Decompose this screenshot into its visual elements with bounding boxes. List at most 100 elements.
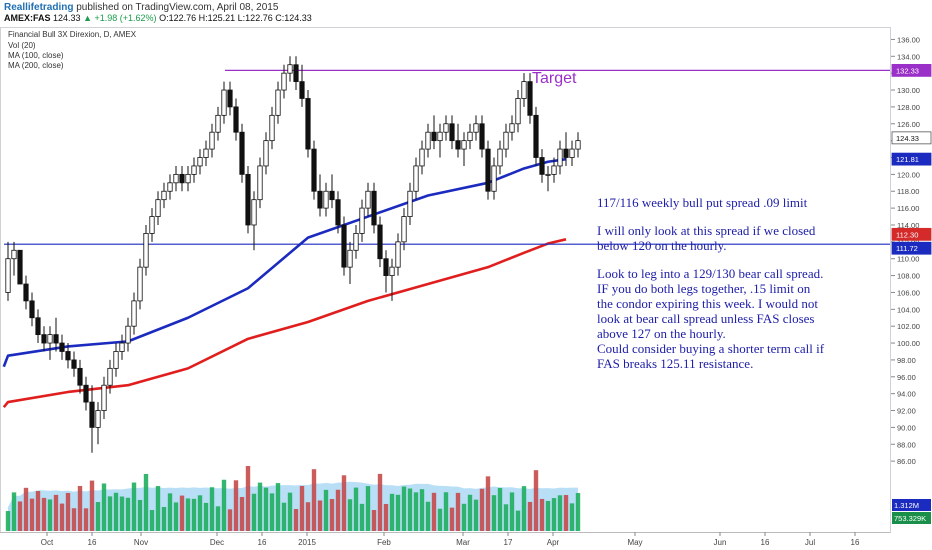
- candle-body: [167, 182, 173, 192]
- candle-body: [17, 249, 23, 285]
- volume-bar: [173, 502, 179, 531]
- candle-body: [419, 148, 425, 167]
- candle-body: [239, 131, 245, 175]
- candle-body: [209, 131, 215, 150]
- candle-body: [401, 216, 407, 243]
- candle-body: [413, 165, 419, 192]
- y-tick-label: 128.00: [897, 103, 920, 112]
- y-tick-label: 130.00: [897, 86, 920, 95]
- candle-body: [479, 123, 485, 150]
- volume-bar: [269, 493, 275, 531]
- volume-bar: [161, 506, 167, 531]
- candle-body: [515, 98, 521, 125]
- volume-bar: [497, 487, 503, 531]
- volume-bar: [491, 495, 497, 531]
- volume-bar: [335, 489, 341, 531]
- candle-body: [311, 148, 317, 192]
- candle-body: [557, 148, 563, 167]
- x-tick-label: Feb: [377, 538, 391, 547]
- volume-bar: [425, 501, 431, 531]
- y-tick-label: 98.00: [897, 356, 916, 365]
- volume-bar: [353, 487, 359, 531]
- volume-bar: [197, 495, 203, 531]
- candle-body: [89, 401, 95, 428]
- x-tick-label: Mar: [456, 538, 470, 547]
- candle-body: [101, 384, 107, 411]
- y-tick-label: 136.00: [897, 35, 920, 44]
- y-tick-label: 126.00: [897, 120, 920, 129]
- candle-body: [437, 131, 443, 142]
- ticker-bar: AMEX:FAS 124.33 ▲ +1.98 (+1.62%) O:122.7…: [4, 13, 312, 24]
- candle-body: [215, 114, 221, 133]
- legend-ma200: MA (200, close): [8, 61, 64, 70]
- candle-body: [527, 81, 533, 116]
- volume-bar: [551, 498, 557, 531]
- volume-bar: [275, 483, 281, 531]
- volume-bar: [443, 492, 449, 531]
- volume-bar: [479, 488, 485, 531]
- volume-bar: [383, 503, 389, 531]
- volume-bar: [53, 494, 59, 531]
- price-badge: [891, 152, 932, 166]
- volume-bar: [395, 494, 401, 531]
- ma200-line: [2, 238, 567, 408]
- x-tick-label: 16: [88, 538, 97, 547]
- note-para3-line6: Could consider buying a shorter term cal…: [597, 341, 825, 356]
- candle-body: [443, 123, 449, 133]
- candle-body: [551, 165, 557, 175]
- candle-body: [287, 64, 293, 74]
- candle-body: [509, 123, 515, 133]
- price-badge-label: 124.33: [896, 134, 919, 143]
- price-badge-label: 132.33: [896, 66, 919, 75]
- note-para3-line2: IF you do both legs together, .15 limit …: [597, 281, 811, 296]
- volume-bar: [29, 498, 35, 531]
- candle-body: [455, 140, 461, 150]
- publish-info: published on TradingView.com, April 08, …: [76, 2, 279, 13]
- note-para3-line7: FAS breaks 125.11 resistance.: [597, 356, 753, 371]
- y-tick-label: 100.00: [897, 339, 920, 348]
- volume-bar: [293, 509, 299, 531]
- volume-bar: [341, 475, 347, 531]
- volume-bar: [131, 482, 137, 531]
- candle-body: [323, 190, 329, 209]
- note-para3-line1: Look to leg into a 129/130 bear call spr…: [597, 266, 823, 281]
- volume-bar: [407, 488, 413, 531]
- candle-body: [95, 410, 101, 428]
- candle-body: [305, 98, 311, 150]
- volume-bar: [47, 499, 53, 531]
- candle-body: [329, 190, 335, 201]
- candle-body: [161, 190, 167, 201]
- candle-body: [389, 266, 395, 276]
- volume-bar: [569, 503, 575, 531]
- candle-body: [335, 199, 341, 226]
- author-link[interactable]: Reallifetrading: [4, 2, 74, 13]
- volume-bar: [185, 498, 191, 531]
- candle-body: [575, 140, 581, 150]
- volume-bar: [281, 502, 287, 531]
- volume-bar: [455, 492, 461, 531]
- candle-body: [113, 351, 119, 369]
- price-badge-label: 111.72: [896, 244, 918, 253]
- ticker-change-icon: ▲: [83, 13, 92, 23]
- target-label: Target: [532, 70, 577, 87]
- volume-bar: [23, 487, 29, 531]
- volume-bar: [89, 480, 95, 531]
- volume-bar: [137, 499, 143, 531]
- x-tick-label: 16: [761, 538, 770, 547]
- candle-body: [395, 241, 401, 268]
- legend-volume: Vol (20): [8, 41, 36, 50]
- volume-bar: [215, 506, 221, 531]
- volume-bar: [539, 498, 545, 531]
- candle-body: [251, 199, 257, 226]
- candle-body: [257, 165, 263, 201]
- ticker-close: C:124.33: [275, 13, 312, 23]
- candle-body: [293, 64, 299, 83]
- volume-bar: [233, 480, 239, 531]
- candle-body: [35, 317, 41, 336]
- volume-bar: [509, 492, 515, 531]
- candle-body: [569, 148, 575, 158]
- x-tick-label: 16: [258, 538, 267, 547]
- candle-body: [497, 148, 503, 167]
- y-tick-label: 106.00: [897, 288, 920, 297]
